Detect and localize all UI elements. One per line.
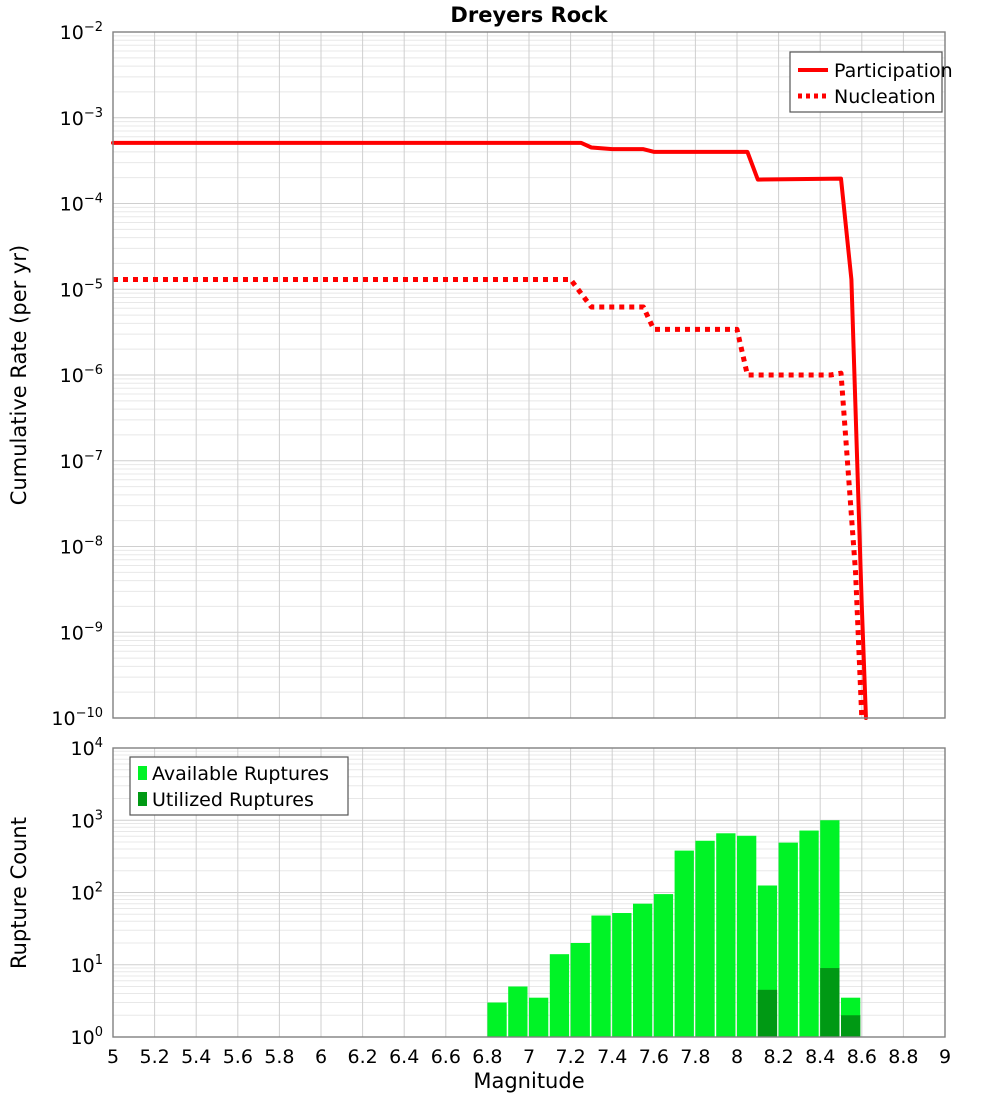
x-tick-label: 8.6 xyxy=(847,1046,877,1068)
y-tick-label: 101 xyxy=(71,953,103,977)
x-tick-label: 6.8 xyxy=(472,1046,502,1068)
bar-available xyxy=(674,850,694,1037)
x-tick-label: 7.8 xyxy=(680,1046,710,1068)
y-tick-label: 102 xyxy=(71,881,103,905)
x-tick-label: 5.8 xyxy=(264,1046,294,1068)
y-tick-label: 10−4 xyxy=(60,192,103,216)
x-tick-label: 7.6 xyxy=(639,1046,669,1068)
y-tick-label: 104 xyxy=(71,736,103,760)
panel-count-panel: 100 101 102 103 104 5 5.2 5.4 5.6 5.8 6 6.2 6.4 6.6 6.… xyxy=(7,3,953,1093)
bar-available xyxy=(549,954,570,1037)
count-legend: Available Ruptures Utilized Ruptures xyxy=(129,756,349,816)
rate-legend: Participation Nucleation xyxy=(789,51,953,113)
rate-legend-label: Nucleation xyxy=(834,86,936,108)
rate-series-participation xyxy=(111,140,868,720)
x-tick-label: 5 xyxy=(107,1046,119,1068)
y-tick-label: 10−6 xyxy=(60,363,103,387)
y-tick-labels-rate-panel: 10−2 10−3 10−4 10−5 10−6 10−7 10−8 10−9 10−10 xyxy=(51,20,103,730)
x-tick-label: 7 xyxy=(523,1046,535,1068)
bar-available xyxy=(799,830,819,1037)
y-axis-label-rate: Cumulative Rate (per yr) xyxy=(7,245,31,505)
x-tick-label: 5.6 xyxy=(223,1046,253,1068)
rate-legend-label: Participation xyxy=(834,60,953,82)
bar-available xyxy=(653,894,674,1037)
x-tick-label: 6 xyxy=(315,1046,327,1068)
x-tick-label: 6.6 xyxy=(431,1046,461,1068)
bar-available xyxy=(778,842,798,1037)
x-tick-label: 8.2 xyxy=(763,1046,793,1068)
y-tick-label: 100 xyxy=(71,1025,103,1049)
x-tick-label: 5.2 xyxy=(139,1046,169,1068)
panel-rate-panel: 10−2 10−3 10−4 10−5 10−6 10−7 10−8 10−9 10−10 100… xyxy=(7,3,953,1093)
count-legend-swatch xyxy=(138,792,147,806)
x-axis-label: Magnitude xyxy=(473,1069,584,1093)
x-tick-label: 5.4 xyxy=(181,1046,211,1068)
count-legend-box xyxy=(129,756,349,816)
bar-available xyxy=(529,997,549,1037)
panel-frame-rate xyxy=(112,31,946,719)
bar-available xyxy=(570,943,590,1037)
y-tick-label: 10−2 xyxy=(60,20,103,44)
y-tick-label: 10−9 xyxy=(60,620,103,644)
x-tick-label: 7.2 xyxy=(555,1046,585,1068)
y-tick-label: 10−7 xyxy=(60,449,103,473)
x-tick-label: 8.8 xyxy=(888,1046,918,1068)
y-tick-label: 10−5 xyxy=(60,277,103,301)
y-tick-label: 10−10 xyxy=(51,706,103,730)
x-tick-label: 8 xyxy=(731,1046,743,1068)
rate-series-nucleation xyxy=(113,276,865,719)
x-tick-label: 6.4 xyxy=(389,1046,419,1068)
y-axis-label-count: Rupture Count xyxy=(7,817,31,969)
y-tick-labels-count-panel: 100 101 102 103 104 xyxy=(71,736,103,1049)
y-tick-label: 103 xyxy=(71,808,103,832)
bar-utilized xyxy=(757,989,778,1037)
bar-available xyxy=(487,1002,507,1037)
bar-available xyxy=(695,840,715,1037)
bar-available xyxy=(508,986,528,1037)
y-tick-label: 10−3 xyxy=(60,106,103,130)
x-tick-labels-count-panel: 5 5.2 5.4 5.6 5.8 6 6.2 6.4 6.6 6.8 7 7.2 7.4 7.6 7.8 8… xyxy=(107,1046,951,1068)
x-tick-label: 6.2 xyxy=(347,1046,377,1068)
bar-available xyxy=(716,833,736,1037)
count-legend-label: Available Ruptures xyxy=(152,763,329,785)
bar-available xyxy=(612,913,632,1037)
count-legend-label: Utilized Ruptures xyxy=(152,789,314,811)
x-tick-label: 8.4 xyxy=(805,1046,835,1068)
x-tick-label: 9 xyxy=(939,1046,951,1068)
bar-utilized xyxy=(841,1015,861,1037)
rate-curves xyxy=(111,140,868,720)
y-tick-label: 10−8 xyxy=(60,535,103,559)
x-tick-label: 7.4 xyxy=(597,1046,627,1068)
bar-utilized xyxy=(820,968,840,1037)
bar-available xyxy=(591,915,611,1037)
rupture-bars xyxy=(487,820,861,1037)
rate-legend-box xyxy=(789,51,943,113)
count-legend-swatch xyxy=(138,766,147,780)
bar-available xyxy=(633,903,653,1037)
figure-title: Dreyers Rock xyxy=(450,3,608,27)
panel-frame-count xyxy=(112,747,946,1038)
bar-available xyxy=(737,835,757,1037)
